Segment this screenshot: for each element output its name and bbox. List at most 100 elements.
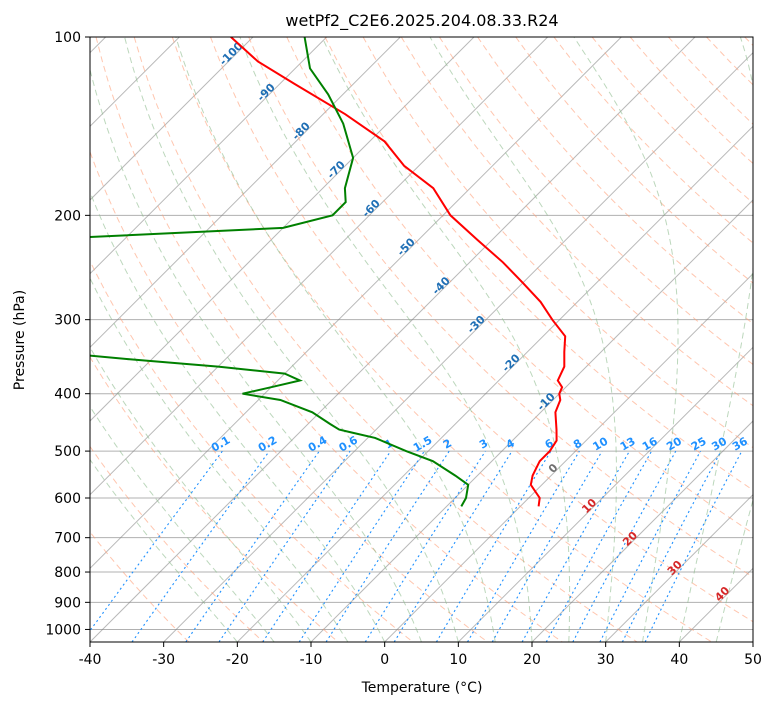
y-tick-label: 900: [54, 595, 81, 611]
isotherm-line: [752, 641, 753, 642]
x-tick-label: -40: [79, 652, 102, 668]
dry-adiabat: [324, 37, 753, 491]
mixing-ratio-line: [621, 450, 722, 642]
dry-adiabat: [90, 356, 339, 642]
y-tick-label: 700: [54, 531, 81, 547]
isotherm-line: [678, 567, 753, 642]
isotherm-label: -100: [217, 39, 246, 68]
mixing-ratio-line: [185, 450, 320, 642]
x-tick-label: -10: [300, 652, 323, 668]
dry-adiabat: [90, 150, 488, 642]
mixing-ratio-line: [262, 450, 392, 642]
mixing-ratio-line: [298, 450, 425, 642]
dry-adiabat: [90, 259, 414, 642]
isotherm-label: 10: [579, 496, 599, 516]
dry-adiabat: [248, 37, 753, 578]
moist-adiabat: [175, 37, 496, 642]
x-tick-label: 20: [523, 652, 541, 668]
isotherm-line: [310, 199, 753, 642]
x-tick-label: -20: [226, 652, 249, 668]
moist-adiabat: [90, 405, 275, 642]
isotherm-line: [90, 37, 696, 642]
y-tick-label: 200: [54, 208, 81, 224]
moist-adiabat: [90, 190, 386, 642]
y-tick-label: 400: [54, 387, 81, 403]
mixing-ratio-line: [90, 450, 223, 632]
mixing-ratio-line: [545, 450, 653, 642]
x-tick-label: 50: [744, 652, 762, 668]
mixing-ratio-line: [364, 450, 486, 642]
isotherm-label: -40: [430, 274, 453, 297]
isotherm-line: [90, 37, 254, 201]
y-axis-label: Pressure (hPa): [12, 290, 28, 390]
y-tick-label: 300: [54, 313, 81, 329]
x-tick-label: -30: [152, 652, 175, 668]
y-tick-label: 800: [54, 565, 81, 581]
mixing-ratio-line: [325, 450, 450, 642]
isotherm-label: -50: [395, 235, 418, 258]
mixing-ratio-line: [131, 450, 270, 642]
mixing-ratio-line: [491, 450, 603, 642]
dry-adiabat: [553, 37, 753, 244]
moist-adiabat: [90, 67, 422, 642]
dry-adiabat: [95, 37, 563, 642]
isotherm-label: -70: [325, 158, 348, 181]
dry-adiabat: [90, 445, 264, 642]
dry-adiabat: [133, 37, 638, 642]
isotherm-line: [90, 37, 328, 275]
isotherm-label: -80: [290, 119, 313, 142]
moist-adiabat: [573, 37, 679, 642]
mixing-ratio-line: [467, 450, 580, 642]
mixing-ratio-line: [521, 450, 630, 642]
dry-adiabat: [286, 37, 753, 534]
isotherm-label: 30: [665, 558, 685, 578]
x-tick-label: 0: [380, 652, 389, 668]
moist-adiabat: [90, 346, 312, 642]
mixing-ratio-label: 4: [504, 436, 517, 451]
mixing-ratio-line: [435, 450, 552, 642]
x-tick-label: 30: [597, 652, 615, 668]
isotherm-line: [90, 37, 549, 496]
moist-adiabat: [715, 498, 753, 642]
dry-adiabat: [591, 37, 753, 204]
moist-adiabat: [124, 37, 459, 642]
mixing-ratio-line: [572, 450, 677, 642]
chart-title: wetPf2_C2E6.2025.204.08.33.R24: [285, 11, 558, 31]
isotherm-label: -90: [255, 81, 278, 104]
moist-adiabat: [90, 458, 238, 642]
isotherm-line: [531, 420, 753, 642]
dry-adiabat: [210, 37, 753, 623]
y-tick-label: 500: [54, 444, 81, 460]
mixing-ratio-label: 2: [441, 437, 454, 452]
dry-adiabat: [90, 531, 190, 642]
isotherm-line: [90, 37, 622, 570]
moist-adiabat: [239, 37, 533, 642]
plot-frame: [89, 36, 754, 643]
dry-adiabat: [438, 37, 753, 366]
moist-adiabat: [678, 37, 753, 642]
isotherm-line: [605, 493, 753, 642]
isotherm-label: -20: [500, 351, 523, 374]
isotherm-line: [163, 51, 753, 642]
isotherm-line: [457, 346, 753, 642]
dry-adiabat: [171, 37, 712, 642]
mixing-ratio-line: [644, 450, 743, 642]
temperature-profile: [230, 37, 567, 507]
y-tick-label: 600: [54, 491, 81, 507]
isotherm-line: [90, 37, 475, 422]
isotherm-line: [384, 272, 753, 642]
x-tick-label: 10: [449, 652, 467, 668]
moist-adiabat: [429, 37, 617, 642]
y-tick-label: 1000: [45, 622, 81, 638]
mixing-ratio-line: [393, 450, 513, 642]
dewpoint-profile: [90, 37, 470, 507]
moist-adiabat: [321, 37, 571, 642]
isotherm-label: 40: [712, 584, 732, 604]
isotherm-label: -60: [360, 197, 383, 220]
x-tick-label: 40: [670, 652, 688, 668]
moist-adiabat: [90, 277, 349, 642]
dry-adiabat: [477, 37, 753, 325]
mixing-ratio-line: [599, 450, 701, 642]
isotherm-line: [236, 125, 753, 642]
